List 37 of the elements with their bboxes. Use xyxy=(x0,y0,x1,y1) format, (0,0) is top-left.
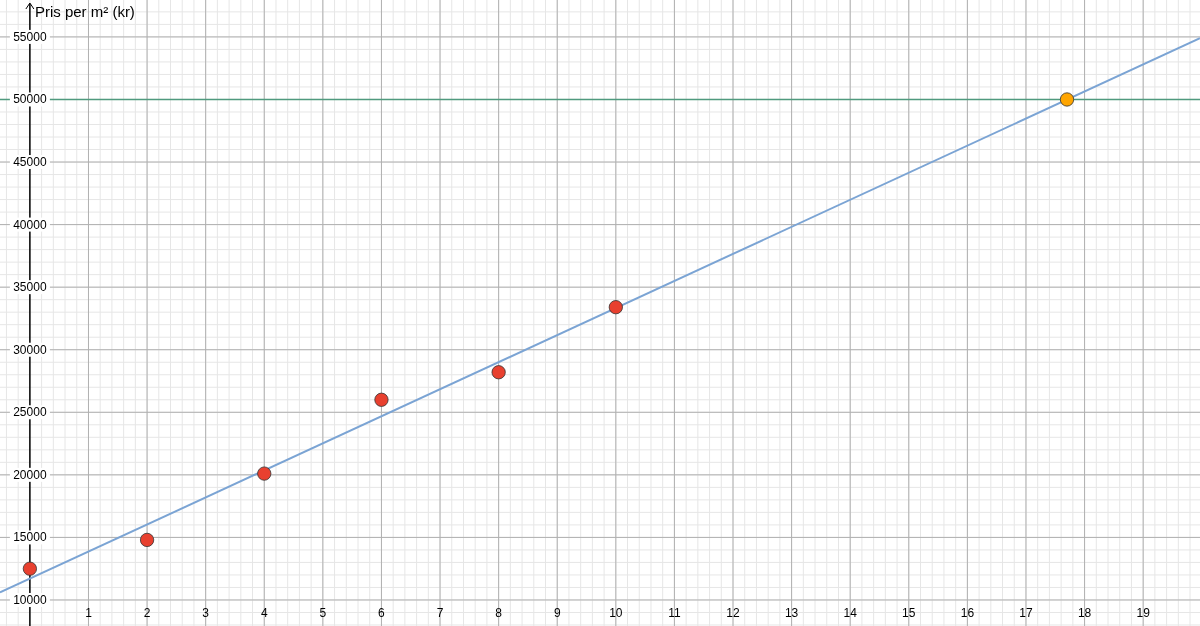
y-tick-label: 50000 xyxy=(13,92,47,107)
x-tick-label: 14 xyxy=(843,606,858,620)
x-tick-label: 15 xyxy=(902,606,916,620)
x-tick-label: 16 xyxy=(960,606,975,620)
x-tick-label: 19 xyxy=(1136,606,1151,620)
x-tick-label: 1 xyxy=(85,606,93,620)
x-tick-label: 17 xyxy=(1019,606,1033,620)
point xyxy=(22,561,37,576)
x-tick-label: 12 xyxy=(726,606,740,620)
y-tick-label: 10000 xyxy=(13,592,47,607)
x-tick-label: 13 xyxy=(784,606,799,620)
y-tick-label: 20000 xyxy=(13,467,47,482)
x-tick-label: 11 xyxy=(668,606,681,620)
x-tick-label: 10 xyxy=(609,606,623,620)
x-tick-label: 5 xyxy=(319,606,327,620)
point xyxy=(257,466,272,481)
y-tick-label: 30000 xyxy=(13,342,47,357)
x-tick-label: 2 xyxy=(143,606,151,620)
point xyxy=(374,392,389,407)
y-tick-label: 25000 xyxy=(13,405,47,420)
x-tick-label: 7 xyxy=(436,606,444,620)
point xyxy=(139,532,155,547)
point xyxy=(608,300,623,315)
x-tick-label: 6 xyxy=(378,606,386,620)
x-tick-label: 3 xyxy=(202,606,210,620)
point xyxy=(491,365,506,380)
x-tick-label: 18 xyxy=(1077,606,1092,620)
y-tick-label: 45000 xyxy=(13,155,47,170)
x-tick-label: 9 xyxy=(553,606,561,620)
y-tick-label: 40000 xyxy=(13,217,47,232)
y-tick-label: 15000 xyxy=(13,530,47,545)
y-tick-label: 55000 xyxy=(13,29,47,44)
y-axis-title: Pris per m² (kr) xyxy=(34,3,135,20)
y-tick-label: 35000 xyxy=(13,280,47,295)
x-tick-label: 8 xyxy=(495,606,503,620)
x-tick-label: 4 xyxy=(260,606,268,620)
point xyxy=(1059,92,1075,107)
